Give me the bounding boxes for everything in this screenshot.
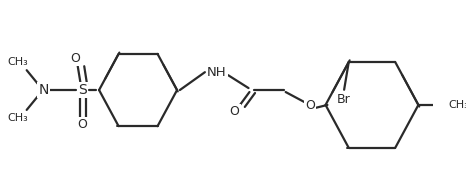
- Text: Br: Br: [337, 93, 351, 106]
- Text: O: O: [70, 52, 80, 65]
- Text: O: O: [77, 118, 87, 131]
- Text: N: N: [38, 83, 48, 97]
- Text: O: O: [305, 99, 315, 113]
- Text: O: O: [230, 105, 240, 118]
- Text: NH: NH: [207, 66, 227, 79]
- Text: S: S: [78, 83, 87, 97]
- Text: CH₃: CH₃: [7, 113, 28, 123]
- Text: CH₃: CH₃: [449, 100, 466, 110]
- Text: CH₃: CH₃: [7, 57, 28, 67]
